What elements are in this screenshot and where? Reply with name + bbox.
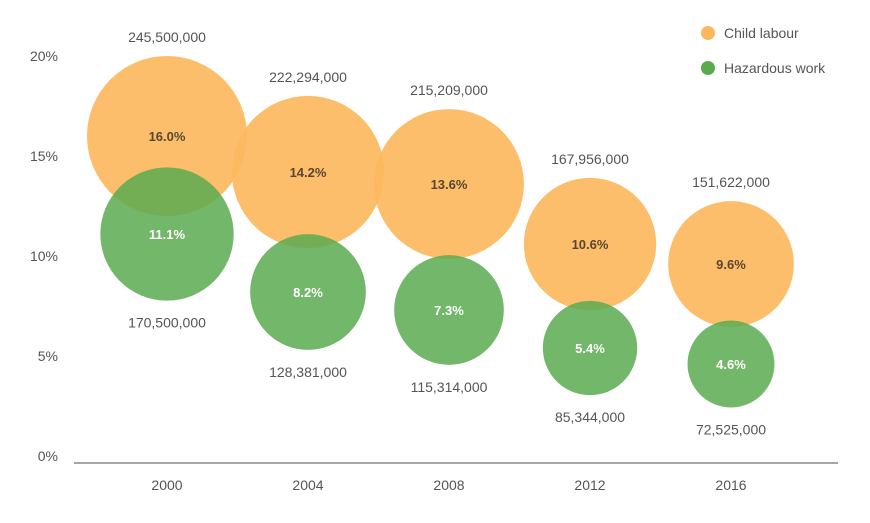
y-tick-label: 20%	[30, 48, 58, 64]
bubble-hazardous-work	[100, 167, 234, 301]
bubble-child-labour	[523, 177, 657, 311]
count-label: 85,344,000	[555, 409, 625, 425]
data-label: 16.0%	[149, 129, 186, 144]
data-label: 9.6%	[716, 257, 746, 272]
bubble-hazardous-work	[542, 300, 638, 396]
x-tick-label: 2016	[715, 477, 746, 493]
bubble-child-labour	[668, 201, 794, 327]
bubble-child-labour	[374, 109, 524, 259]
legend-label: Hazardous work	[724, 60, 826, 76]
data-label: 14.2%	[290, 165, 327, 180]
legend-label: Child labour	[724, 25, 799, 41]
y-tick-label: 0%	[38, 448, 58, 464]
count-label: 245,500,000	[128, 29, 206, 45]
count-label: 115,314,000	[411, 379, 488, 395]
data-label: 10.6%	[572, 237, 609, 252]
count-label: 222,294,000	[269, 69, 347, 85]
bubble-hazardous-work	[687, 320, 775, 408]
data-label: 8.2%	[293, 285, 323, 300]
count-label: 72,525,000	[696, 421, 766, 437]
bubble-child-labour	[231, 95, 385, 249]
count-label: 128,381,000	[269, 364, 347, 380]
bubble-hazardous-work	[250, 234, 366, 350]
bubble-hazardous-work	[394, 255, 504, 365]
x-tick-label: 2004	[292, 477, 323, 493]
x-tick-label: 2012	[574, 477, 605, 493]
data-label: 5.4%	[575, 341, 605, 356]
data-label: 11.1%	[149, 227, 186, 242]
y-tick-label: 10%	[30, 248, 58, 264]
x-tick-label: 2008	[433, 477, 464, 493]
count-label: 215,209,000	[410, 82, 488, 98]
x-tick-label: 2000	[151, 477, 182, 493]
legend-marker	[701, 26, 715, 40]
data-label: 7.3%	[434, 303, 464, 318]
count-label: 151,622,000	[692, 174, 770, 190]
count-label: 167,956,000	[551, 151, 629, 167]
count-label: 170,500,000	[128, 315, 206, 331]
data-label: 13.6%	[431, 177, 468, 192]
y-tick-label: 5%	[38, 348, 58, 364]
y-tick-label: 15%	[30, 148, 58, 164]
data-label: 4.6%	[716, 357, 746, 372]
legend-marker	[701, 61, 715, 75]
bubble-child-labour	[87, 56, 247, 216]
